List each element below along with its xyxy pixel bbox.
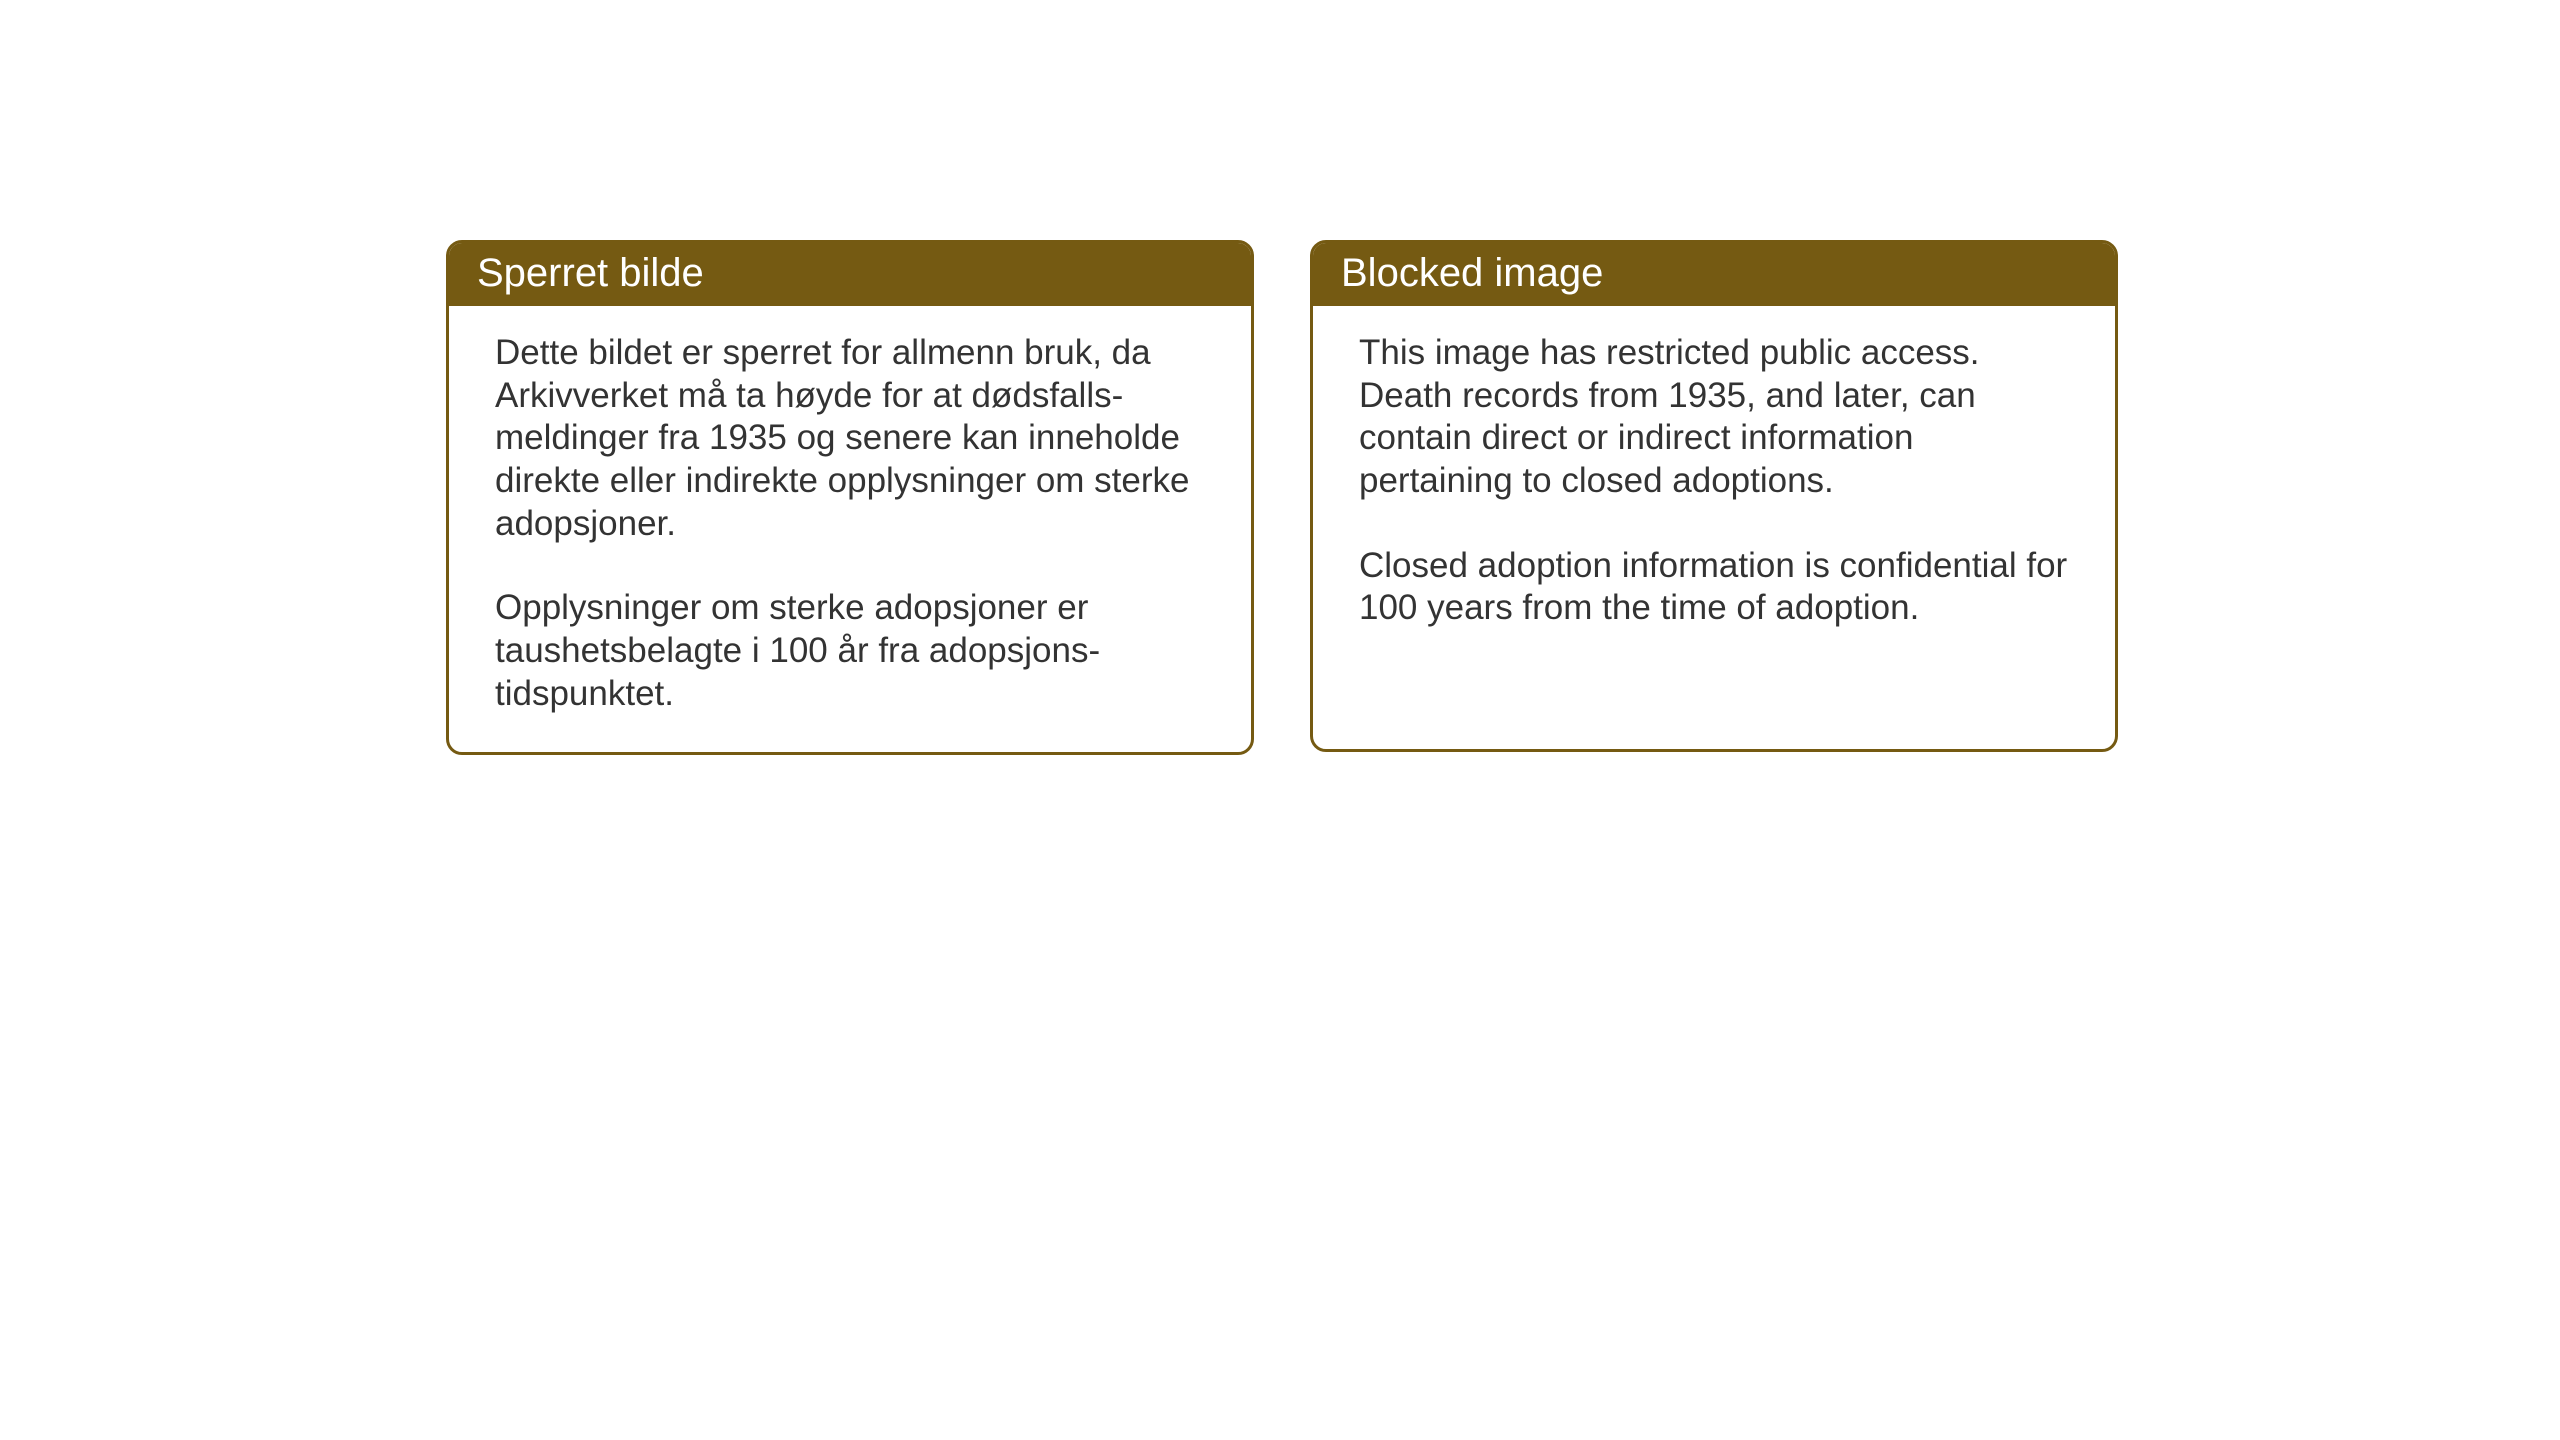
card-header-norwegian: Sperret bilde bbox=[449, 243, 1251, 306]
notice-card-english: Blocked image This image has restricted … bbox=[1310, 240, 2118, 752]
card-body-norwegian: Dette bildet er sperret for allmenn bruk… bbox=[449, 306, 1251, 752]
card-paragraph-2-english: Closed adoption information is confident… bbox=[1359, 545, 2069, 630]
notice-cards-container: Sperret bilde Dette bildet er sperret fo… bbox=[446, 240, 2118, 755]
card-paragraph-2-norwegian: Opplysninger om sterke adopsjoner er tau… bbox=[495, 587, 1205, 715]
card-paragraph-1-norwegian: Dette bildet er sperret for allmenn bruk… bbox=[495, 332, 1205, 545]
card-body-english: This image has restricted public access.… bbox=[1313, 306, 2115, 666]
notice-card-norwegian: Sperret bilde Dette bildet er sperret fo… bbox=[446, 240, 1254, 755]
card-title-norwegian: Sperret bilde bbox=[477, 251, 704, 295]
card-title-english: Blocked image bbox=[1341, 251, 1603, 295]
card-paragraph-1-english: This image has restricted public access.… bbox=[1359, 332, 2069, 503]
card-header-english: Blocked image bbox=[1313, 243, 2115, 306]
